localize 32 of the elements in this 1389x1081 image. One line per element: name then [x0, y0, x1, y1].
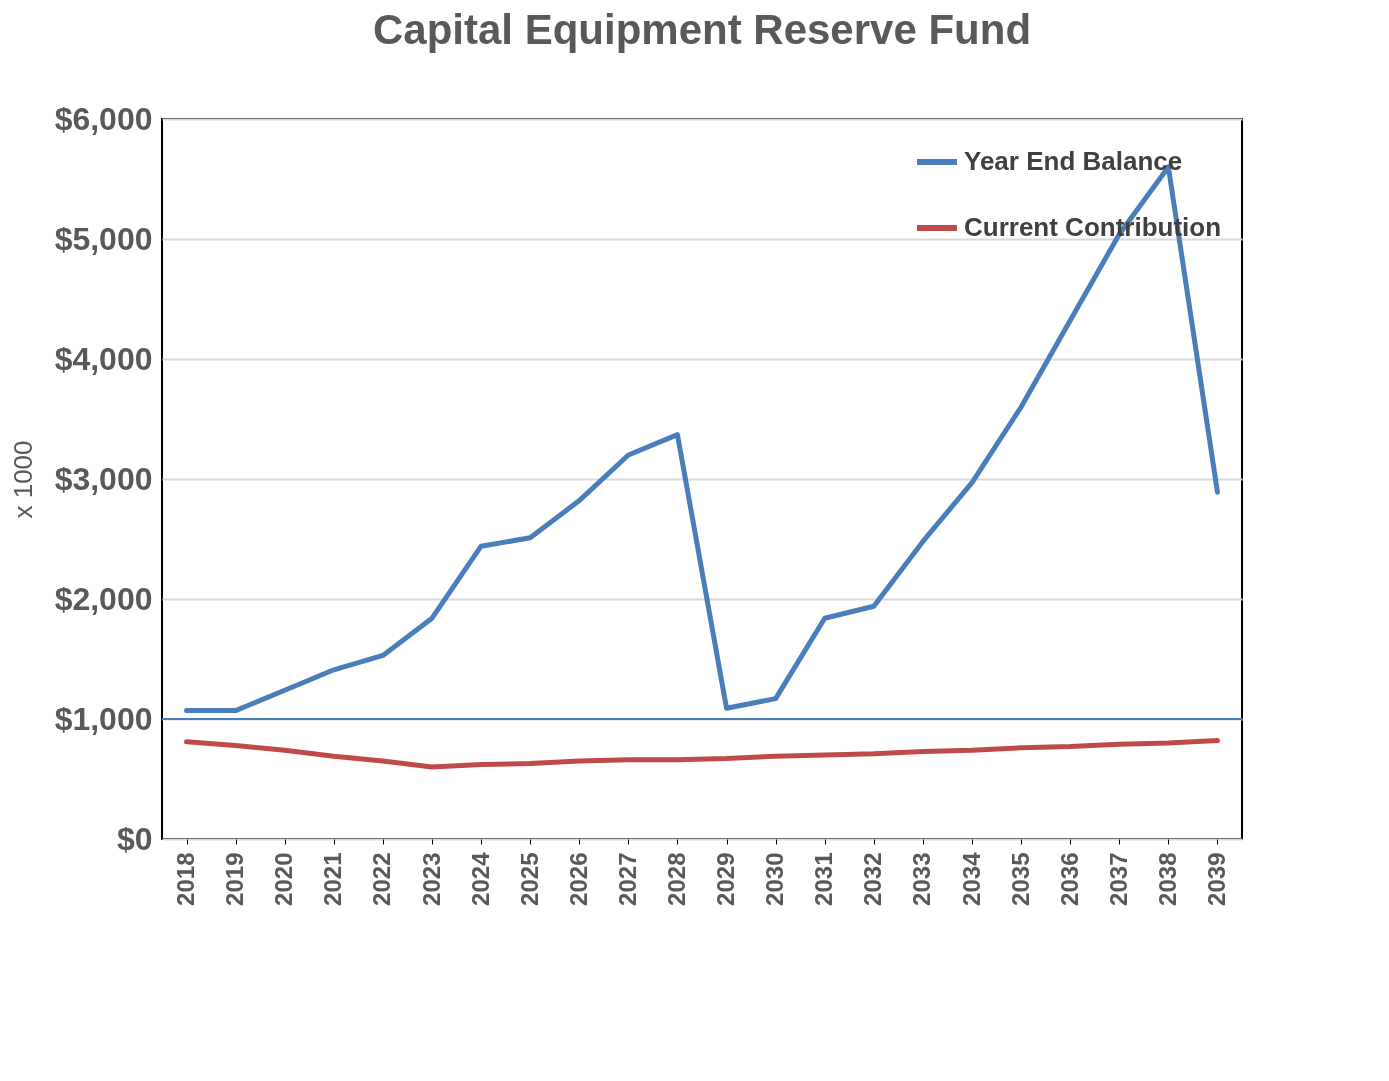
x-tick-label: 2033 [908, 852, 936, 906]
x-tick-label: 2038 [1153, 852, 1181, 906]
x-tick-label: 2025 [515, 852, 543, 906]
y-tick-label: $4,000 [54, 340, 153, 377]
x-tick-label: 2034 [957, 851, 985, 906]
x-tick-label: 2030 [761, 852, 789, 906]
x-tick-label: 2036 [1055, 852, 1083, 906]
y-tick-label: $2,000 [54, 580, 153, 617]
y-tick-label: $1,000 [54, 700, 153, 737]
x-tick-label: 2021 [319, 852, 347, 906]
chart-title: Capital Equipment Reserve Fund [372, 6, 1032, 53]
y-tick-label: $5,000 [54, 220, 153, 257]
x-tick-label: 2024 [466, 851, 494, 906]
x-tick-label: 2019 [221, 852, 249, 906]
x-tick-label: 2026 [564, 852, 592, 906]
legend-label: Year End Balance [964, 146, 1183, 176]
x-tick-label: 2029 [712, 852, 740, 906]
y-tick-label: $6,000 [54, 100, 153, 137]
x-tick-label: 2018 [172, 852, 200, 906]
x-tick-label: 2032 [859, 852, 887, 906]
y-tick-label: $0 [116, 820, 153, 857]
x-tick-label: 2022 [368, 852, 396, 906]
x-tick-label: 2020 [270, 852, 298, 906]
x-tick-label: 2031 [810, 852, 838, 906]
y-tick-label: $3,000 [54, 460, 153, 497]
x-tick-label: 2028 [662, 852, 690, 906]
y-axis-title: x 1000 [7, 440, 38, 519]
x-tick-label: 2035 [1006, 852, 1034, 906]
x-tick-label: 2037 [1104, 852, 1132, 906]
x-tick-label: 2023 [417, 852, 445, 906]
x-tick-label: 2027 [613, 852, 641, 906]
x-tick-label: 2039 [1202, 852, 1230, 906]
